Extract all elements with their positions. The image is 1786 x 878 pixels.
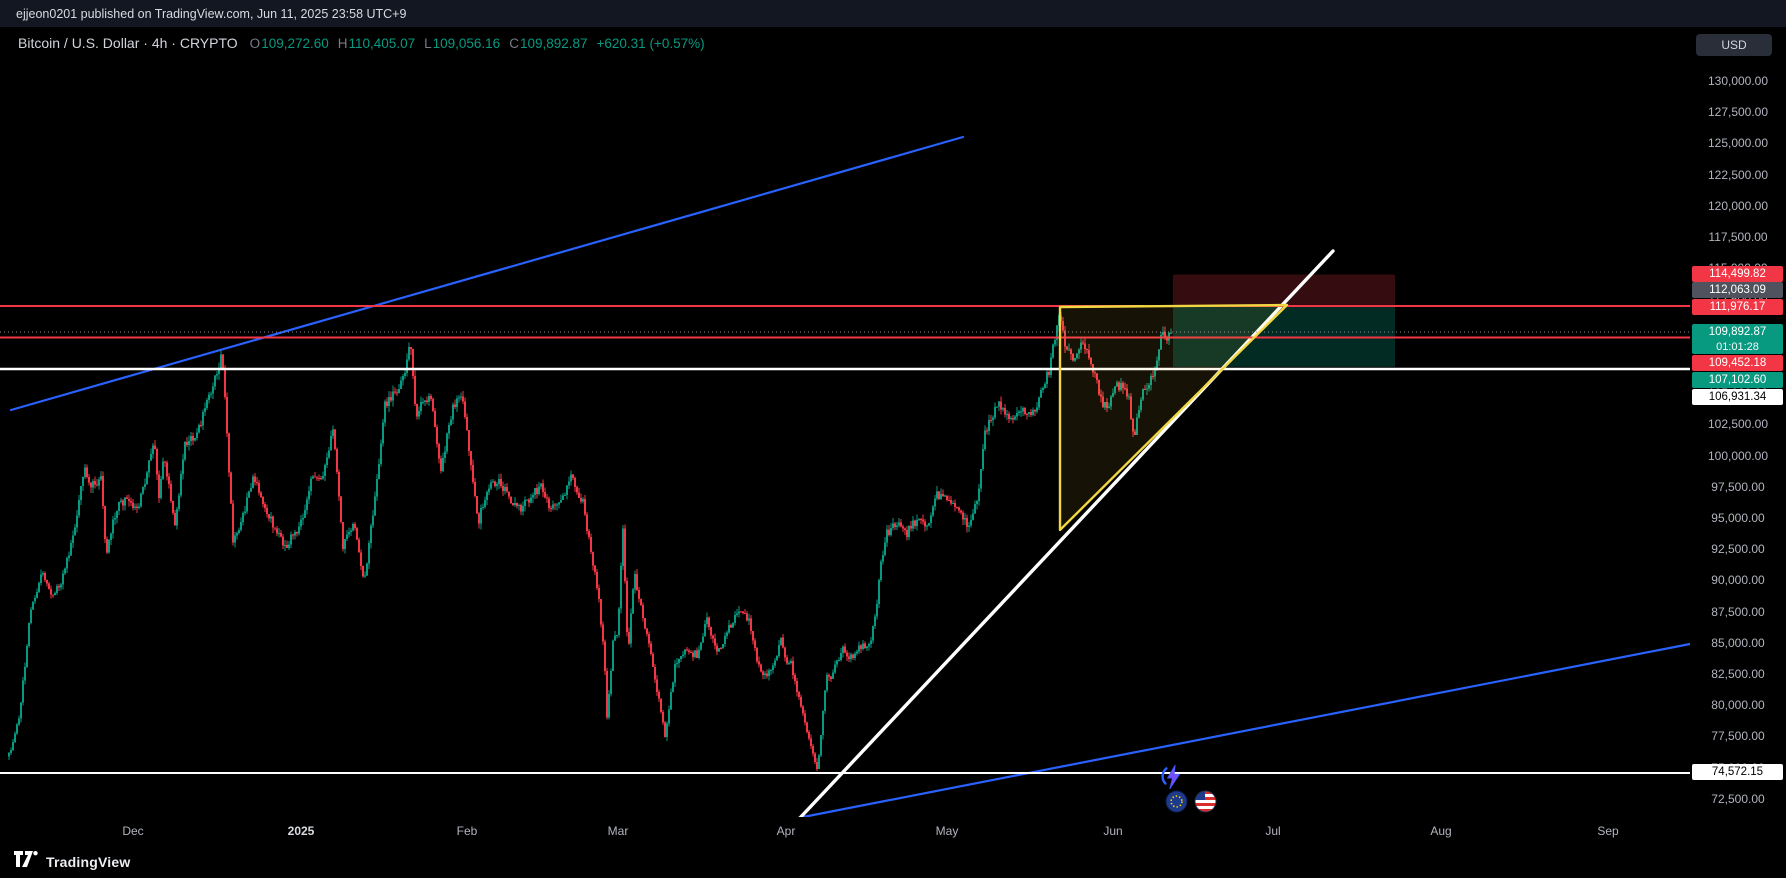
price-level-badge: 107,102.60	[1692, 372, 1783, 388]
low-value: 109,056.16	[432, 35, 501, 51]
price-tick-label: 82,500.00	[1711, 666, 1765, 681]
target-zone-box[interactable]	[1173, 306, 1395, 367]
time-tick-label: Feb	[456, 824, 478, 838]
bar-countdown: 01:01:28	[1716, 341, 1759, 353]
price-tick-label: 122,500.00	[1707, 167, 1769, 182]
price-tick-label: 120,000.00	[1707, 198, 1769, 213]
symbol-header: Bitcoin / U.S. Dollar · 4h · CRYPTO O 109…	[18, 32, 705, 54]
time-axis[interactable]: Dec 2025 Feb Mar Apr May Jun Jul Aug Sep	[0, 817, 1690, 845]
price-tick-label: 125,000.00	[1707, 136, 1769, 151]
price-tick-label: 117,500.00	[1708, 230, 1768, 245]
price-level-badge: 111,976.17	[1692, 299, 1783, 315]
tradingview-logo-icon[interactable]	[14, 851, 38, 872]
last-price-badge: 109,892.87 01:01:28	[1692, 324, 1783, 354]
high-label: H	[337, 35, 348, 51]
price-tick-label: 77,500.00	[1711, 729, 1765, 744]
time-tick-label: Aug	[1430, 824, 1452, 838]
price-axis[interactable]: USD 130,000.00 127,500.00 125,000.00 122,50…	[1690, 27, 1786, 878]
close-label: C	[509, 35, 519, 51]
footer-bar: TradingView	[0, 845, 1786, 878]
price-level-badge: 112,063.09	[1692, 282, 1783, 298]
price-level-badge: 114,499.82	[1692, 266, 1783, 282]
time-tick-label: Apr	[776, 824, 796, 838]
price-tick-label: 95,000.00	[1711, 510, 1765, 525]
price-tick-label: 97,500.00	[1711, 479, 1765, 494]
price-level-badge: 109,452.18	[1692, 355, 1783, 371]
time-tick-label: Sep	[1597, 824, 1619, 838]
price-tick-label: 85,000.00	[1711, 635, 1765, 650]
candlesticks	[8, 312, 1172, 772]
low-label: L	[424, 35, 432, 51]
price-tick-label: 87,500.00	[1711, 604, 1765, 619]
price-tick-label: 130,000.00	[1707, 74, 1769, 88]
price-tick-label: 102,500.00	[1707, 417, 1769, 432]
trendline-white-support[interactable]	[796, 249, 1335, 822]
open-label: O	[249, 35, 261, 51]
symbol-title[interactable]: Bitcoin / U.S. Dollar · 4h · CRYPTO	[18, 35, 238, 51]
ohlc-values: O 109,272.60 H 110,405.07 L 109,056.16 C 109…	[250, 36, 705, 51]
currency-toggle-button[interactable]: USD	[1696, 34, 1772, 56]
footer-brand-text[interactable]: TradingView	[46, 853, 131, 870]
price-tick-label: 100,000.00	[1707, 448, 1769, 463]
trendline-blue-upper-channel[interactable]	[9, 135, 965, 412]
flag-coin-eu-icon[interactable]	[1165, 790, 1188, 813]
price-tick-label: 127,500.00	[1707, 105, 1769, 120]
price-tick-label: 90,000.00	[1711, 573, 1765, 588]
flag-coin-us-icon[interactable]	[1194, 790, 1217, 813]
price-tick-label: 72,500.00	[1711, 791, 1765, 806]
price-level-badge: 74,572.15	[1692, 764, 1783, 780]
price-level-badge: 106,931.34	[1692, 389, 1783, 405]
close-value: 109,892.87	[519, 35, 588, 51]
change-value: +620.31 (+0.57%)	[596, 35, 705, 51]
lightning-sticker-icon[interactable]	[1160, 764, 1186, 790]
resistance-zone-box[interactable]	[1173, 274, 1395, 305]
price-tick-label: 80,000.00	[1711, 698, 1765, 713]
attribution-bar: ejjeon0201 published on TradingView.com,…	[0, 0, 1786, 27]
time-tick-label: 2025	[287, 824, 315, 838]
time-tick-label: May	[935, 824, 959, 838]
price-tick-label: 92,500.00	[1711, 542, 1765, 557]
ascending-triangle-drawing[interactable]	[1058, 303, 1289, 532]
time-tick-label: Jul	[1265, 824, 1281, 838]
time-tick-label: Jun	[1103, 824, 1123, 838]
open-value: 109,272.60	[261, 35, 329, 51]
attribution-text: ejjeon0201 published on TradingView.com,…	[16, 6, 407, 21]
high-value: 110,405.07	[348, 35, 416, 51]
trendline-blue-lower-channel[interactable]	[796, 642, 1692, 820]
time-tick-label: Dec	[122, 824, 144, 838]
time-tick-label: Mar	[607, 824, 629, 838]
